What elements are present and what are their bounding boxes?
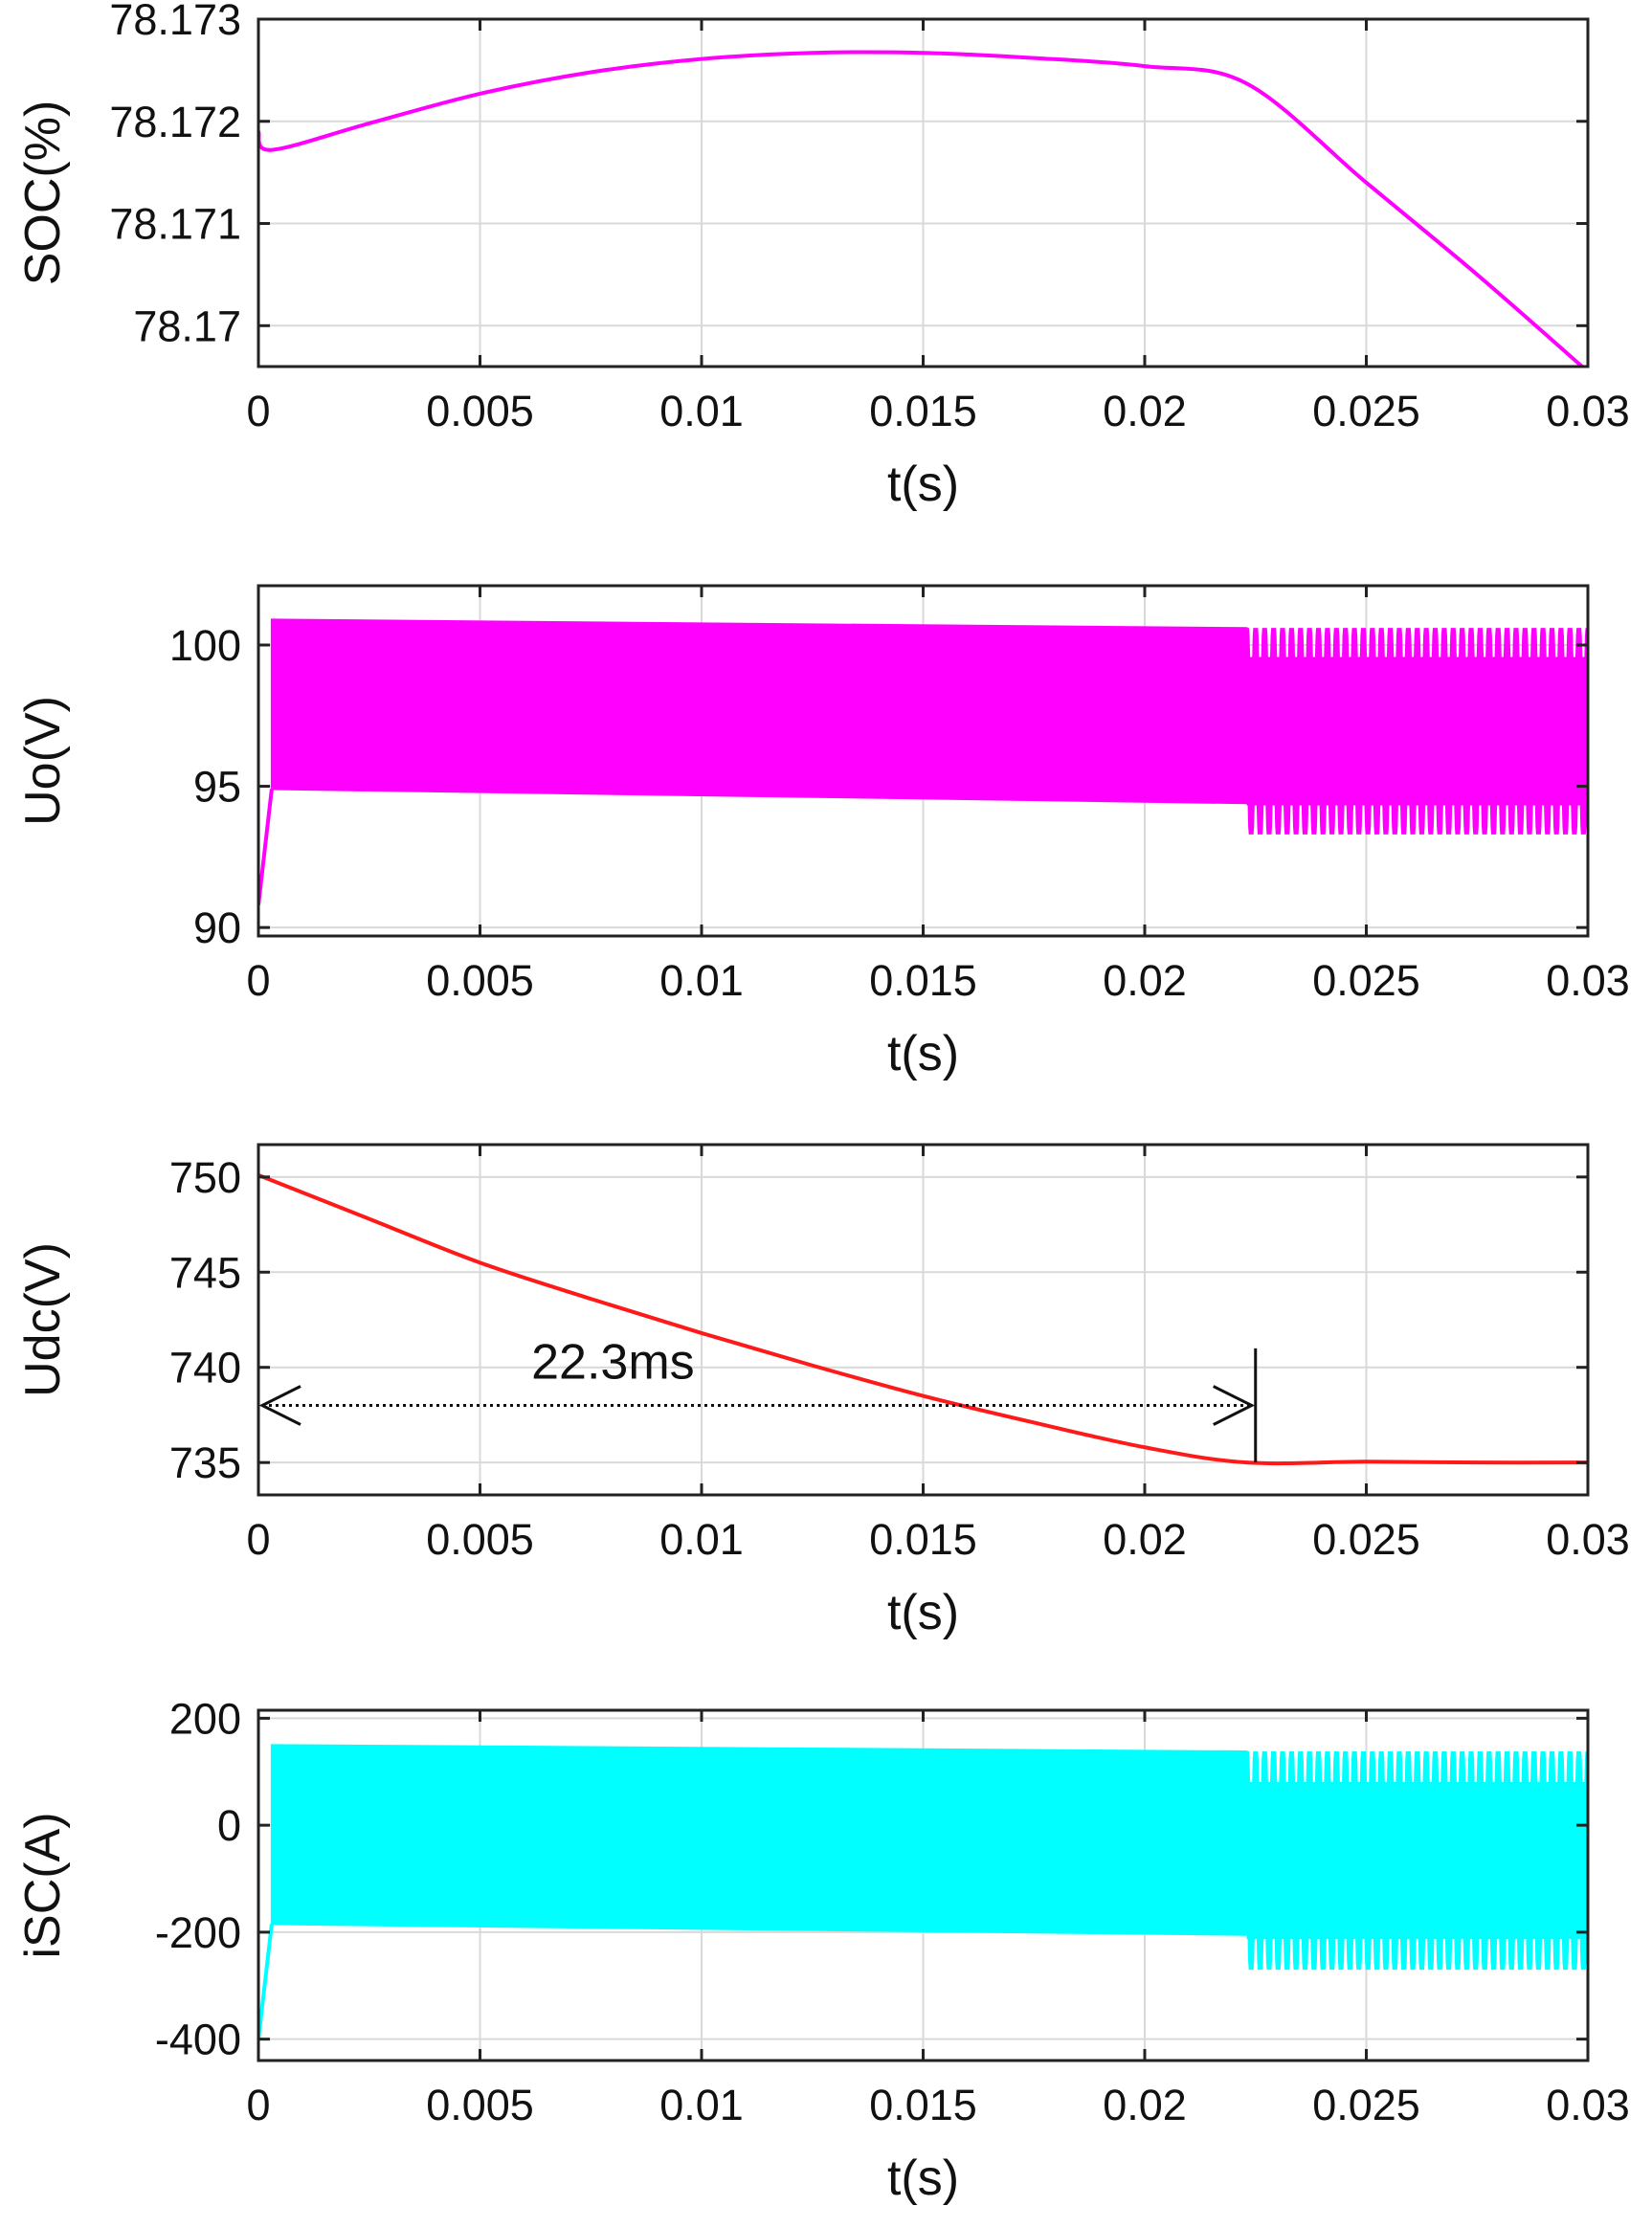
series-dense-band	[270, 1744, 1248, 1936]
x-tick-label: 0.025	[1312, 1515, 1420, 1564]
panel-4: 0 0.005 0.01 0.015 0.02 0.025 0.03 -400 -200 0 200…	[15, 1694, 1630, 2206]
series-startup	[258, 789, 274, 905]
y-tick-label: -400	[155, 2016, 241, 2064]
x-tick-label: 0.025	[1312, 2081, 1420, 2129]
x-tick-label: 0.03	[1546, 2081, 1630, 2129]
x-tick-label: 0.005	[426, 956, 534, 1005]
y-tick-label: -200	[155, 1908, 241, 1957]
annotation-arrow-left	[258, 1385, 301, 1426]
y-tick-label: 78.172	[109, 98, 241, 146]
x-axis-label: t(s)	[887, 1585, 959, 1640]
x-tick-label: 0.01	[659, 387, 744, 435]
annotation-label: 22.3ms	[531, 1335, 695, 1391]
y-axis-label: iSC(A)	[15, 1812, 71, 1958]
x-tick-label: 0.005	[426, 2081, 534, 2129]
y-tick-label: 78.17	[133, 301, 241, 350]
y-axis-label: Uo(V)	[15, 696, 71, 826]
x-tick-label: 0.015	[869, 1515, 977, 1564]
x-axis-label: t(s)	[887, 1026, 959, 1081]
data-layer	[258, 618, 1588, 905]
panel-3: 22.3ms 0 0.005 0.01 0.015 0.02 0.025 0.03 735 740…	[15, 1143, 1630, 1640]
data-layer	[258, 50, 1585, 367]
x-tick-label: 0	[246, 2081, 270, 2129]
series-oscillation	[1243, 628, 1588, 835]
x-tick-label: 0.02	[1103, 387, 1187, 435]
series-oscillation	[1243, 1750, 1588, 1971]
annotation-arrow-right	[1213, 1385, 1256, 1426]
y-tick-label: 0	[217, 1801, 241, 1850]
y-tick-label: 90	[193, 903, 241, 952]
x-axis-label: t(s)	[887, 457, 959, 512]
series-dense-band	[270, 618, 1248, 805]
x-tick-label: 0.02	[1103, 2081, 1187, 2129]
x-tick-label: 0.03	[1546, 1515, 1630, 1564]
x-tick-label: 0.01	[659, 1515, 744, 1564]
x-tick-label: 0.025	[1312, 956, 1420, 1005]
x-tick-label: 0.005	[426, 387, 534, 435]
x-tick-label: 0.015	[869, 956, 977, 1005]
x-tick-label: 0	[246, 387, 270, 435]
y-tick-label: 78.171	[109, 200, 241, 249]
x-tick-label: 0.005	[426, 1515, 534, 1564]
x-tick-label: 0	[246, 956, 270, 1005]
y-tick-label: 100	[169, 621, 241, 670]
data-layer	[258, 1744, 1588, 2039]
x-tick-label: 0.015	[869, 2081, 977, 2129]
y-axis-label: Udc(V)	[15, 1242, 71, 1397]
x-tick-label: 0.01	[659, 2081, 744, 2129]
panel-2: 0 0.005 0.01 0.015 0.02 0.025 0.03 90 95 100 t(s) U…	[15, 584, 1630, 1081]
series-startup	[258, 1924, 274, 2039]
x-tick-label: 0.03	[1546, 387, 1630, 435]
series-line-1	[258, 1172, 1588, 1466]
y-tick-label: 200	[169, 1694, 241, 1743]
x-tick-label: 0.015	[869, 387, 977, 435]
x-tick-label: 0.025	[1312, 387, 1420, 435]
y-tick-label: 750	[169, 1153, 241, 1202]
x-axis-label: t(s)	[887, 2150, 959, 2206]
x-tick-label: 0	[246, 1515, 270, 1564]
x-tick-label: 0.01	[659, 956, 744, 1005]
y-tick-label: 735	[169, 1438, 241, 1487]
y-tick-label: 78.173	[109, 0, 241, 44]
y-tick-label: 95	[193, 763, 241, 812]
series-line-1	[258, 50, 1585, 367]
x-tick-label: 0.02	[1103, 956, 1187, 1005]
x-tick-label: 0.02	[1103, 1515, 1187, 1564]
data-layer	[258, 1172, 1588, 1466]
x-tick-label: 0.03	[1546, 956, 1630, 1005]
y-tick-label: 740	[169, 1344, 241, 1392]
y-axis-label: SOC(%)	[15, 100, 71, 286]
panel-1: 0 0.005 0.01 0.015 0.02 0.025 0.03 78.17 78.171 7…	[15, 0, 1630, 512]
y-tick-label: 745	[169, 1248, 241, 1297]
